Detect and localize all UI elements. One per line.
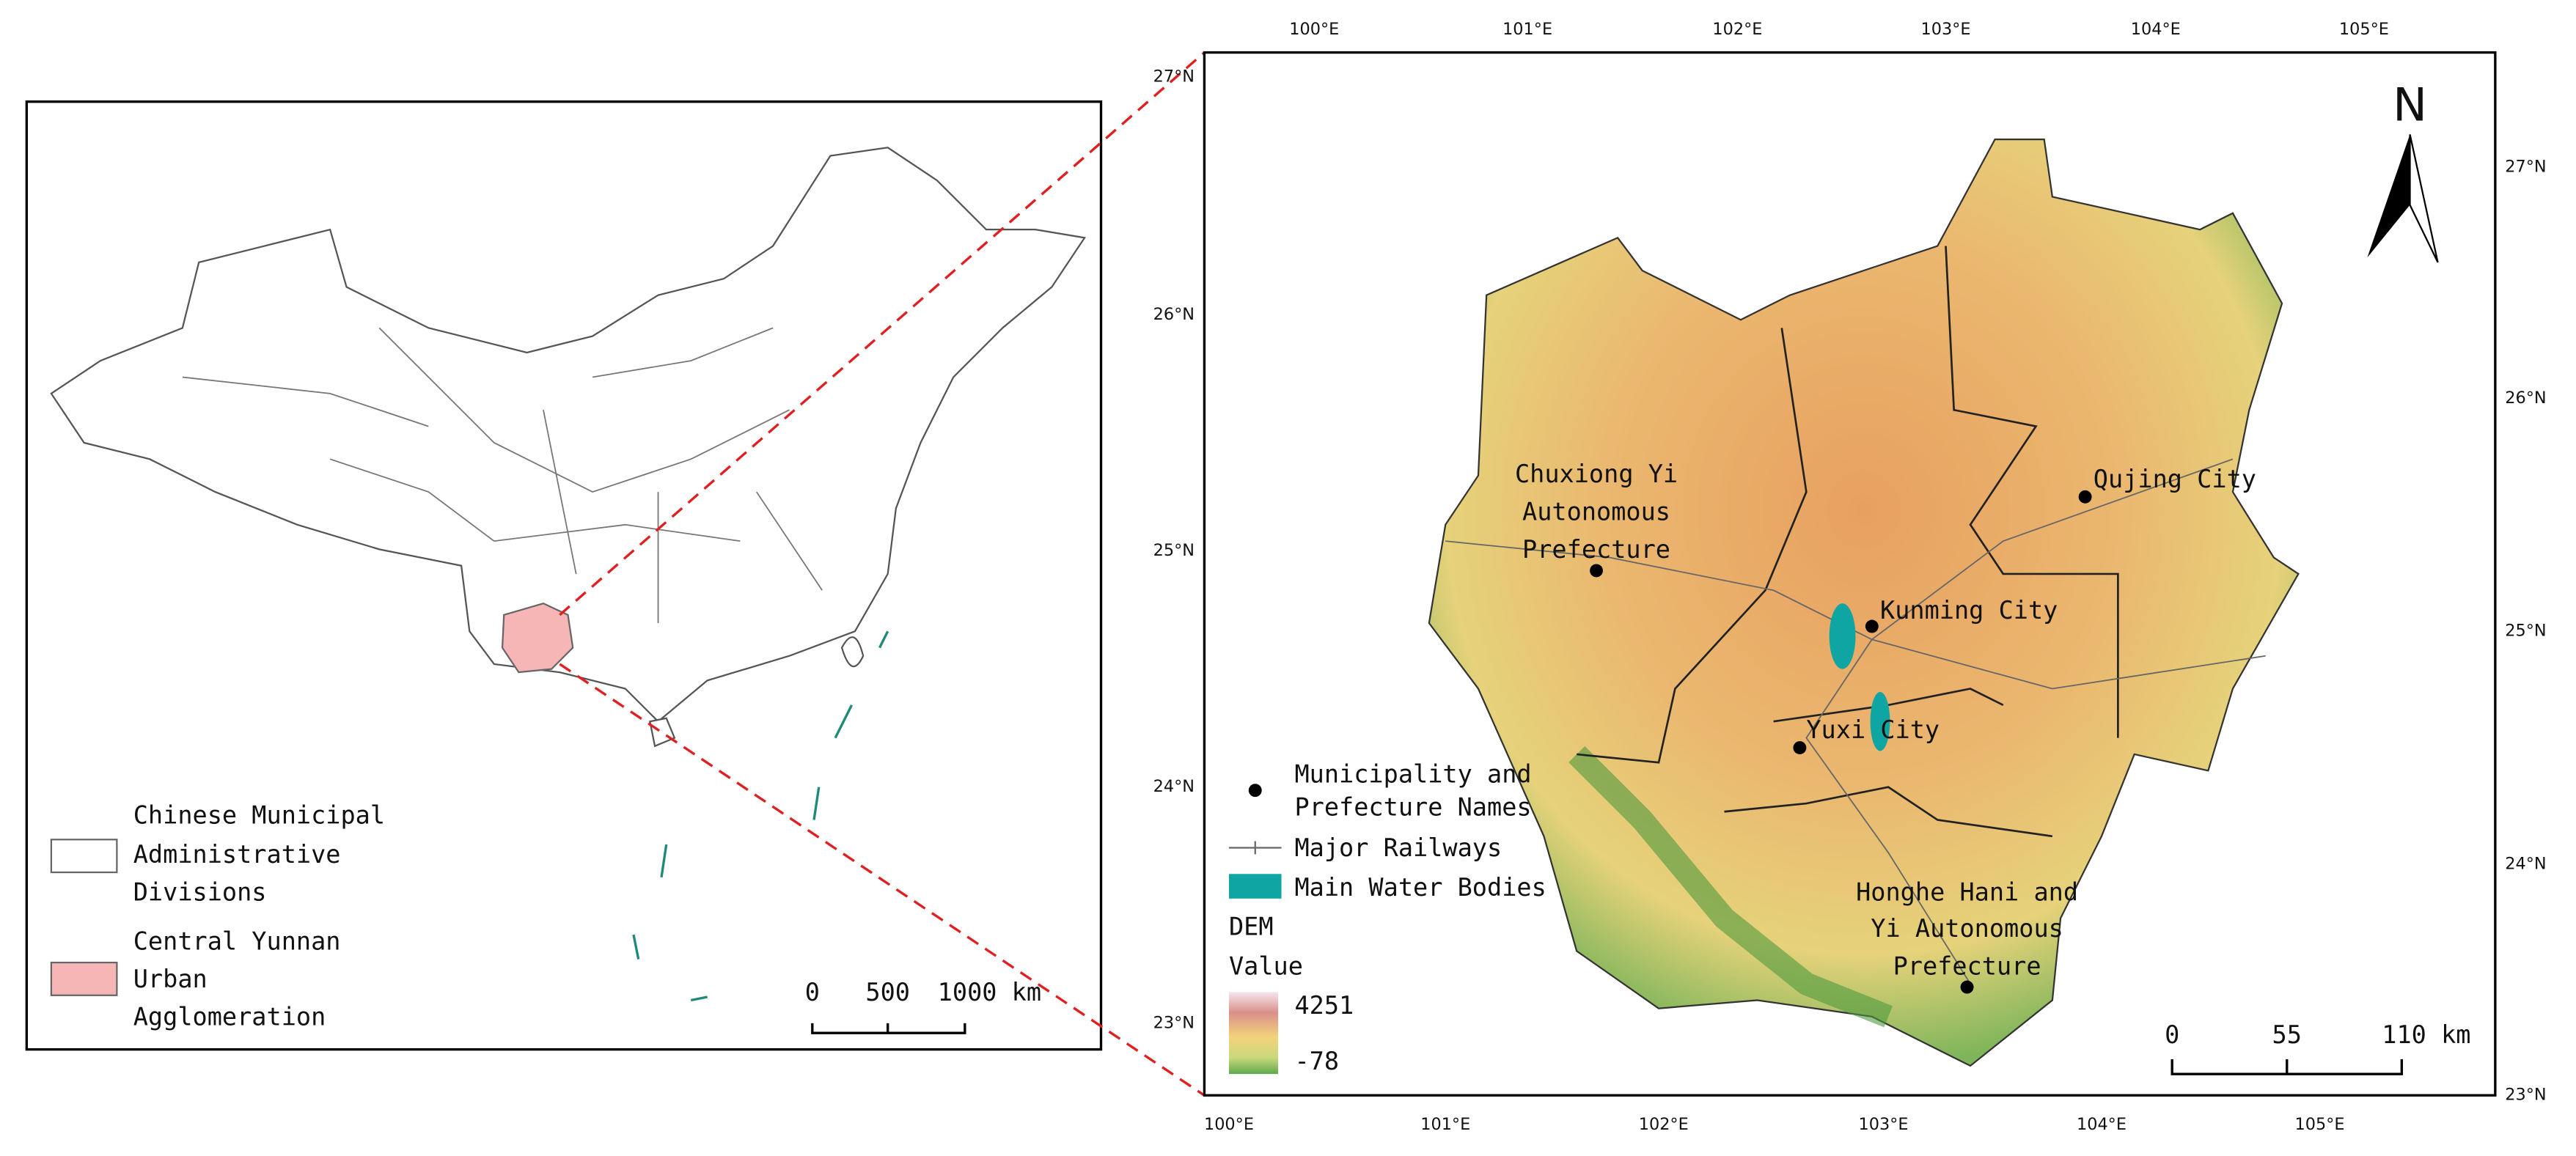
scale-label: 110 km — [2382, 1020, 2470, 1049]
place-dot — [1590, 564, 1603, 578]
latitude-label: 25°N — [2505, 622, 2546, 641]
north-label: N — [2393, 78, 2427, 132]
water-body — [1829, 603, 1856, 669]
longitude-label: 102°E — [1712, 20, 1762, 39]
latitude-label: 23°N — [2505, 1086, 2546, 1105]
island — [649, 717, 676, 748]
latitude-label: 26°N — [1153, 305, 1195, 324]
place-label: Qujing City — [2094, 465, 2256, 493]
scale-label: 0 — [2165, 1020, 2179, 1049]
legend-label: Main Water Bodies — [1294, 873, 1546, 902]
longitude-label: 104°E — [2077, 1115, 2127, 1134]
zoom-line — [559, 51, 1206, 616]
legend-label: Major Railways — [1294, 833, 1502, 862]
north-arrow — [2409, 134, 2439, 263]
legend-swatch — [50, 961, 118, 996]
north-arrow — [2367, 134, 2410, 258]
longitude-label: 101°E — [1420, 1115, 1470, 1134]
place-label: Yuxi City — [1806, 715, 1940, 744]
latitude-label: 26°N — [2505, 389, 2546, 408]
central-yunnan-region — [501, 602, 574, 674]
latitude-label: 25°N — [1153, 541, 1195, 560]
place-label: Honghe Hani and — [1856, 878, 2078, 907]
longitude-label: 105°E — [2295, 1115, 2345, 1134]
place-dot — [2078, 490, 2092, 504]
longitude-label: 103°E — [1858, 1115, 1908, 1134]
longitude-label: 102°E — [1639, 1115, 1689, 1134]
place-label: Yi Autonomous — [1871, 914, 2063, 943]
scale-bar — [811, 1023, 966, 1034]
longitude-label: 104°E — [2131, 20, 2181, 39]
scale-label: 55 — [2272, 1020, 2302, 1049]
legend-dot — [1248, 784, 1262, 798]
legend-railway — [1228, 841, 1282, 855]
legend-swatch — [50, 839, 118, 874]
china-outline — [50, 147, 1087, 723]
latitude-label: 24°N — [2505, 854, 2546, 873]
place-label: Kunming City — [1880, 596, 2058, 625]
scale-label: 1000 km — [938, 978, 1041, 1006]
valley — [1568, 745, 1893, 1028]
longitude-label: 105°E — [2339, 20, 2389, 39]
legend-label: Municipality and — [1294, 760, 1531, 789]
legend-subtitle: Value — [1229, 951, 1303, 980]
place-dot — [1793, 741, 1807, 754]
legend-label: Prefecture Names — [1294, 792, 1531, 821]
longitude-label: 100°E — [1204, 1115, 1254, 1134]
scale-label: 0 — [805, 978, 820, 1006]
scale-bar — [2170, 1059, 2404, 1075]
latitude-label: 27°N — [1153, 67, 1195, 86]
latitude-label: 27°N — [2505, 158, 2546, 177]
island — [840, 636, 865, 668]
legend-label: Agglomeration — [133, 1003, 326, 1031]
legend-label: Urban — [133, 965, 208, 993]
longitude-label: 100°E — [1289, 20, 1339, 39]
railways — [1445, 458, 2266, 984]
legend-label: Administrative — [133, 840, 341, 869]
place-label: Chuxiong Yi — [1515, 460, 1678, 488]
dem-min-label: -78 — [1294, 1047, 1339, 1075]
scale-label: 500 — [865, 978, 910, 1006]
legend-water — [1228, 874, 1282, 899]
dem-ramp — [1228, 992, 1279, 1075]
division-lines — [182, 327, 823, 624]
place-dot — [1865, 619, 1879, 633]
dem-max-label: 4251 — [1294, 991, 1354, 1020]
place-dot — [1960, 980, 1974, 994]
water-body — [1870, 691, 1890, 751]
legend-label: Central Yunnan — [133, 927, 341, 956]
place-label: Prefecture — [1893, 951, 2041, 980]
latitude-label: 24°N — [1153, 777, 1195, 796]
maritime-boundary — [632, 630, 889, 1002]
longitude-label: 101°E — [1502, 20, 1552, 39]
zoom-line — [559, 663, 1206, 1097]
legend-label: Divisions — [133, 878, 267, 907]
prefecture-borders — [1577, 246, 2119, 838]
legend-label: Chinese Municipal — [133, 800, 385, 829]
longitude-label: 103°E — [1920, 20, 1970, 39]
legend-title: DEM — [1229, 913, 1274, 941]
place-label: Autonomous — [1522, 498, 1670, 526]
place-label: Prefecture — [1522, 535, 1670, 564]
latitude-label: 23°N — [1153, 1013, 1195, 1032]
